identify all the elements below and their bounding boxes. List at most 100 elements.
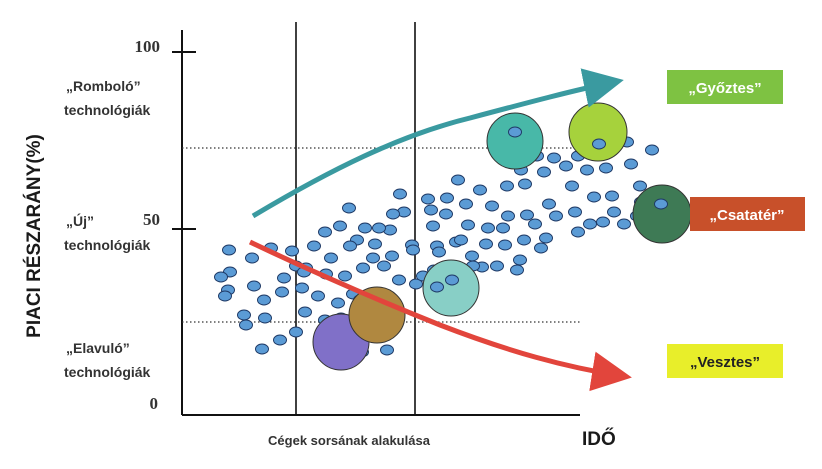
label-destructive-line2: technológiák <box>64 102 151 118</box>
y-axis-title: PIACI RÉSZARÁNY(%) <box>23 134 45 338</box>
company-dot <box>599 162 613 174</box>
bubble-brown <box>348 286 406 344</box>
outcome-loser-box: „Vesztes” <box>667 344 783 378</box>
outcome-winner-label: „Győztes” <box>688 80 761 97</box>
company-dot <box>377 260 391 272</box>
company-dots-over-bubbles <box>430 126 668 293</box>
company-dot <box>510 264 524 276</box>
outcome-battlefield-box: „Csatatér” <box>690 197 805 231</box>
company-dot <box>311 290 325 302</box>
company-dot <box>568 206 582 218</box>
company-dot <box>490 260 504 272</box>
company-dot <box>333 220 347 232</box>
company-dot <box>386 208 400 220</box>
company-dot <box>454 234 468 246</box>
company-dot <box>645 144 659 156</box>
company-dot <box>496 222 510 234</box>
company-dot <box>559 160 573 172</box>
outcome-winner-box: „Győztes” <box>667 70 783 104</box>
company-dot <box>257 294 271 306</box>
company-dot <box>239 319 253 331</box>
company-dot <box>430 281 444 293</box>
company-dot <box>247 280 261 292</box>
outcome-battlefield-label: „Csatatér” <box>709 207 784 224</box>
label-destructive-line1: „Romboló” <box>66 78 141 94</box>
company-dot <box>607 206 621 218</box>
company-dot <box>571 226 585 238</box>
company-dot <box>549 210 563 222</box>
label-obsolete-line2: technológiák <box>64 364 151 380</box>
company-dot <box>368 238 382 250</box>
company-dot <box>214 271 228 283</box>
company-dot <box>451 174 465 186</box>
company-dot <box>331 297 345 309</box>
company-dot <box>380 344 394 356</box>
company-dot <box>596 216 610 228</box>
company-dot <box>218 290 232 302</box>
company-dot <box>318 226 332 238</box>
company-dot <box>385 250 399 262</box>
company-dot <box>258 312 272 324</box>
company-dot <box>298 306 312 318</box>
company-dot <box>372 222 386 234</box>
company-dot <box>624 158 638 170</box>
company-dot <box>275 286 289 298</box>
company-dot <box>358 222 372 234</box>
company-dot <box>432 246 446 258</box>
company-dot <box>465 250 479 262</box>
company-dot <box>461 219 475 231</box>
company-dot <box>289 326 303 338</box>
company-dot <box>485 200 499 212</box>
company-dot <box>534 242 548 254</box>
company-dot <box>366 252 380 264</box>
company-dot <box>222 244 236 256</box>
company-dot <box>445 274 459 286</box>
company-dot <box>654 198 668 210</box>
outcome-loser-label: „Vesztes” <box>690 354 760 371</box>
company-dot <box>255 343 269 355</box>
company-dot <box>459 198 473 210</box>
company-dot <box>324 252 338 264</box>
bubble-teal <box>486 112 544 170</box>
company-dot <box>295 282 309 294</box>
company-dot <box>473 184 487 196</box>
company-dot <box>440 192 454 204</box>
tick-50: 50 <box>143 210 160 229</box>
company-dot <box>518 178 532 190</box>
company-dot <box>481 222 495 234</box>
company-dot <box>338 270 352 282</box>
company-dot <box>421 193 435 205</box>
company-dot <box>517 234 531 246</box>
company-dot <box>343 240 357 252</box>
company-dot <box>565 180 579 192</box>
company-dot <box>285 245 299 257</box>
company-dot <box>426 220 440 232</box>
label-new-line1: „Új” <box>66 212 94 229</box>
loser-trend-arrow <box>248 239 632 392</box>
company-dot <box>439 208 453 220</box>
company-dot <box>237 309 251 321</box>
label-obsolete-line1: „Elavuló” <box>66 340 130 356</box>
company-dot <box>539 232 553 244</box>
winner-trend-arrow <box>251 68 624 219</box>
company-dot <box>592 138 606 150</box>
company-dot <box>277 272 291 284</box>
company-dot <box>580 164 594 176</box>
company-dot <box>547 152 561 164</box>
company-dot <box>500 180 514 192</box>
company-dot <box>513 254 527 266</box>
company-dot <box>393 188 407 200</box>
tick-0: 0 <box>150 394 159 413</box>
bubble-lime <box>568 102 628 162</box>
x-axis-caption: Cégek sorsának alakulása <box>268 433 431 448</box>
tick-100: 100 <box>135 37 161 56</box>
company-dot <box>542 198 556 210</box>
company-dot <box>587 191 601 203</box>
company-dot <box>633 180 647 192</box>
company-dot <box>406 244 420 256</box>
company-dot <box>356 262 370 274</box>
company-dot <box>479 238 493 250</box>
company-dot <box>520 209 534 221</box>
company-dot <box>273 334 287 346</box>
